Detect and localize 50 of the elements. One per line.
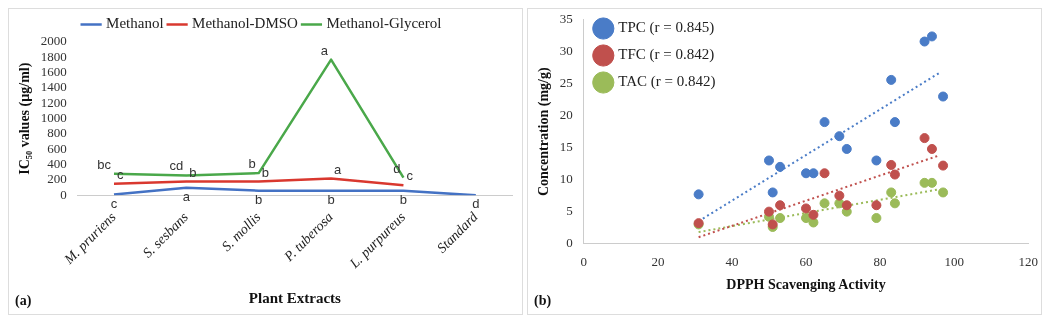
data-label: c — [406, 168, 414, 184]
legend-label: Methanol-Glycerol — [326, 15, 442, 32]
x-tick-label: 40 — [725, 253, 739, 269]
legend-label: Methanol — [106, 15, 164, 32]
y-tick-label: 10 — [559, 171, 573, 187]
legend-label: TPC (r = 0.845) — [618, 19, 715, 37]
data-label: b — [327, 191, 335, 207]
legend-label: TFC (r = 0.842) — [618, 46, 715, 64]
data-label: d — [472, 196, 480, 212]
legend-label: TAC (r = 0.842) — [618, 73, 716, 91]
y-tick-label: 15 — [559, 139, 573, 155]
data-label: a — [334, 161, 343, 177]
y-tick-label: 1800 — [40, 48, 67, 64]
legend-label: Methanol-DMSO — [192, 15, 299, 32]
y-tick-label: 200 — [47, 171, 67, 187]
x-tick-label: 0 — [580, 253, 588, 269]
y-tick-label: 1400 — [40, 79, 67, 95]
x-axis-title: DPPH Scavenging Activity — [726, 277, 886, 293]
y-tick-label: 600 — [47, 140, 67, 156]
x-tick-label: 100 — [944, 253, 964, 269]
data-label: cd — [169, 158, 184, 174]
y-tick-label: 5 — [566, 203, 573, 219]
y-axis-title: IC₅₀ values (µg/ml) — [17, 62, 34, 175]
y-tick-label: 1000 — [40, 110, 67, 126]
x-tick-label: 80 — [873, 253, 887, 269]
y-tick-label: 1200 — [40, 94, 67, 110]
y-tick-label: 800 — [47, 125, 67, 141]
data-label: a — [320, 42, 329, 58]
x-axis-title: Plant Extracts — [248, 289, 342, 306]
y-tick-label: 35 — [559, 11, 573, 27]
x-tick-label: 20 — [651, 253, 665, 269]
y-tick-label: 1600 — [40, 64, 67, 80]
data-label: b — [255, 191, 263, 207]
y-tick-label: 30 — [559, 43, 573, 59]
text: (a) — [15, 292, 32, 309]
y-tick-label: 400 — [47, 156, 67, 172]
y-tick-label: 20 — [559, 107, 573, 123]
text: (b) — [534, 292, 552, 309]
data-label: bc — [97, 156, 112, 172]
data-label: b — [261, 164, 269, 180]
data-label: c — [110, 195, 118, 211]
y-tick-label: 25 — [559, 75, 573, 91]
x-tick-label: 120 — [1018, 253, 1038, 269]
y-tick-label: 0 — [60, 186, 67, 202]
y-tick-label: 2000 — [40, 33, 67, 49]
x-tick-label: 60 — [799, 253, 813, 269]
data-label: b — [248, 156, 256, 172]
data-label: a — [182, 188, 191, 204]
data-label: b — [399, 191, 408, 207]
y-axis-title: Concentration (mg/g) — [536, 67, 553, 197]
